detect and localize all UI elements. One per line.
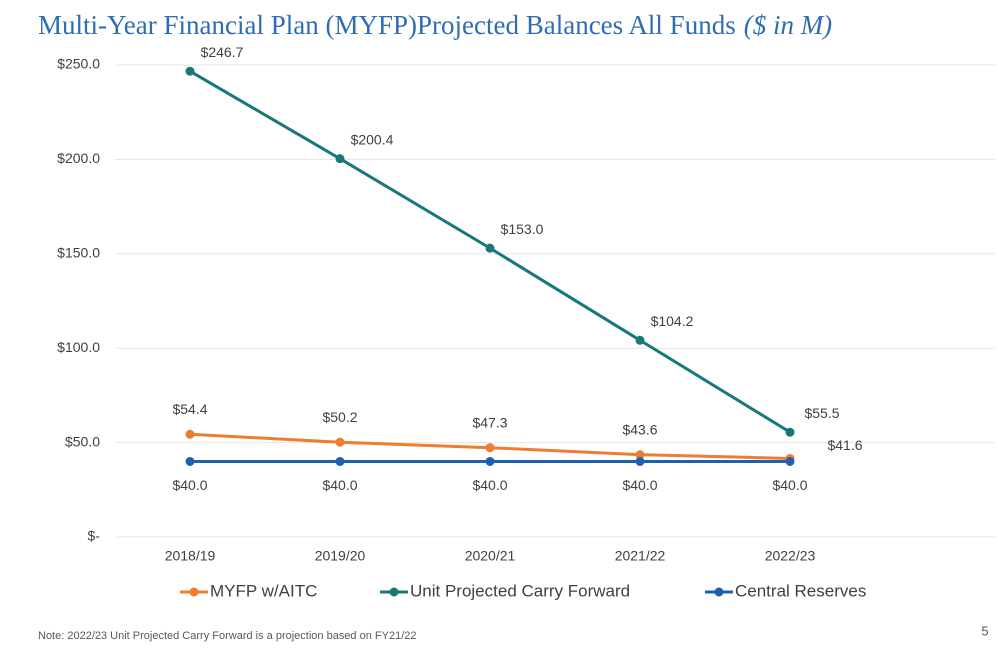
data-point (186, 67, 195, 76)
data-label: $153.0 (501, 221, 544, 237)
legend-marker (190, 588, 199, 597)
data-point (636, 336, 645, 345)
data-label: $55.5 (804, 405, 839, 421)
data-point (186, 457, 195, 466)
data-point (336, 154, 345, 163)
data-point (636, 457, 645, 466)
data-label: $40.0 (172, 477, 207, 493)
x-tick-label: 2021/22 (615, 548, 666, 564)
data-point (336, 438, 345, 447)
title-units: ($ in M) (744, 10, 832, 40)
data-label: $40.0 (322, 477, 357, 493)
title-main: Multi-Year Financial Plan (MYFP)Projecte… (38, 10, 736, 40)
data-point (486, 244, 495, 253)
legend-label: MYFP w/AITC (210, 581, 317, 600)
data-label: $54.4 (172, 401, 207, 417)
x-tick-label: 2022/23 (765, 548, 816, 564)
legend-marker (715, 588, 724, 597)
data-label: $43.6 (622, 421, 657, 437)
y-tick-label: $250.0 (57, 56, 100, 72)
data-point (786, 428, 795, 437)
page-number: 5 (981, 623, 988, 638)
x-tick-label: 2018/19 (165, 548, 216, 564)
y-tick-label: $50.0 (65, 433, 100, 449)
legend: MYFP w/AITC Unit Projected Carry Forward C… (180, 581, 866, 600)
note: Note: 2022/23 Unit Projected Carry Forwa… (38, 630, 416, 642)
data-label: $40.0 (622, 477, 657, 493)
data-point (486, 457, 495, 466)
data-point (786, 457, 795, 466)
legend-label: Unit Projected Carry Forward (410, 581, 630, 600)
slide: Multi-Year Financial Plan (MYFP)Projecte… (0, 0, 998, 648)
legend-label: Central Reserves (735, 581, 866, 600)
data-point (336, 457, 345, 466)
y-tick-label: $200.0 (57, 150, 100, 166)
data-label: $200.4 (351, 131, 394, 147)
x-tick-label: 2020/21 (465, 548, 516, 564)
data-point (186, 430, 195, 439)
data-label: $104.2 (651, 313, 694, 329)
data-label: $47.3 (472, 414, 507, 430)
data-label: $40.0 (772, 477, 807, 493)
data-label: $41.6 (827, 437, 862, 453)
y-tick-label: $150.0 (57, 245, 100, 261)
x-tick-label: 2019/20 (315, 548, 366, 564)
legend-marker (390, 588, 399, 597)
data-label: $246.7 (201, 44, 244, 60)
y-tick-label: $- (88, 528, 101, 544)
y-tick-label: $100.0 (57, 339, 100, 355)
data-point (486, 443, 495, 452)
data-label: $50.2 (322, 409, 357, 425)
chart-title: Multi-Year Financial Plan (MYFP)Projecte… (38, 10, 832, 40)
data-label: $40.0 (472, 477, 507, 493)
